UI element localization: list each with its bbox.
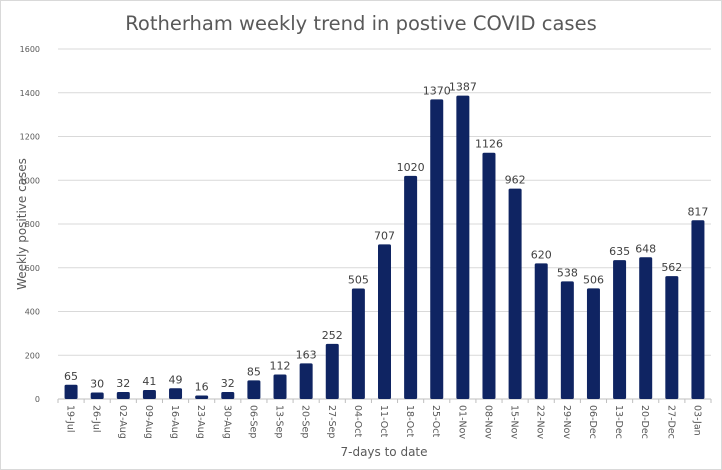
- data-label: 32: [221, 377, 235, 390]
- data-label: 648: [635, 242, 656, 255]
- bar: [195, 395, 209, 399]
- bar: [273, 374, 287, 399]
- data-label: 620: [531, 248, 552, 261]
- x-tick-label: 04-Oct: [352, 405, 363, 437]
- bar: [639, 257, 653, 399]
- x-tick-label: 27-Sep: [326, 405, 337, 438]
- bar: [299, 363, 313, 399]
- x-axis-ticks: 19-Jul 26-Jul 02-Aug 09-Aug 16-Aug 23-Aug 30-A…: [65, 405, 703, 439]
- x-tick-label: 30-Aug: [221, 405, 232, 439]
- y-axis-ticks: 0 200 400 600 800 1000 1200 1400 1600: [20, 45, 40, 404]
- data-label: 538: [557, 266, 578, 279]
- y-axis-title: Weekly positive cases: [15, 158, 29, 290]
- data-label: 41: [142, 375, 156, 388]
- y-tick-label: 1000: [20, 176, 40, 185]
- bar: [534, 263, 548, 399]
- x-tick-label: 25-Oct: [430, 405, 441, 437]
- data-label: 562: [661, 261, 682, 274]
- x-tick-label: 08-Nov: [482, 405, 493, 439]
- x-tick-label: 22-Nov: [535, 405, 546, 439]
- bar: [169, 388, 183, 399]
- bar: [142, 390, 156, 399]
- x-tick-label: 03-Jan: [691, 405, 702, 436]
- x-axis: [57, 398, 712, 403]
- bar: [325, 343, 339, 399]
- gridlines: [58, 48, 711, 356]
- x-tick-label: 11-Oct: [378, 405, 389, 437]
- data-label: 49: [169, 373, 183, 386]
- data-label: 1370: [423, 84, 451, 97]
- y-tick-label: 600: [25, 264, 40, 273]
- data-label: 635: [609, 245, 630, 258]
- x-tick-label: 15-Nov: [509, 405, 520, 439]
- x-tick-label: 13-Dec: [613, 405, 624, 439]
- bars: [64, 95, 705, 399]
- x-tick-label: 20-Sep: [300, 405, 311, 438]
- x-tick-label: 27-Dec: [665, 405, 676, 439]
- x-tick-label: 01-Nov: [456, 405, 467, 439]
- bar: [221, 392, 235, 399]
- data-label: 30: [90, 377, 104, 390]
- bar: [508, 188, 522, 399]
- y-tick-label: 1600: [20, 45, 40, 54]
- bar: [482, 152, 496, 399]
- y-tick-label: 1200: [20, 133, 40, 142]
- bar: [90, 392, 104, 399]
- y-tick-label: 200: [25, 351, 40, 360]
- bar: [456, 95, 470, 399]
- x-tick-label: 29-Nov: [561, 405, 572, 439]
- x-tick-label: 16-Aug: [169, 405, 180, 439]
- bar: [378, 244, 391, 399]
- data-label: 1387: [449, 81, 477, 94]
- data-label: 506: [583, 273, 604, 286]
- x-tick-label: 06-Dec: [587, 405, 598, 439]
- bar: [404, 175, 418, 399]
- x-tick-label: 09-Aug: [143, 405, 154, 439]
- data-label: 85: [247, 365, 261, 378]
- data-label: 163: [296, 348, 317, 361]
- bar: [116, 392, 130, 399]
- bar: [247, 380, 261, 399]
- data-label: 252: [322, 329, 343, 342]
- data-label: 112: [270, 360, 291, 373]
- y-tick-label: 0: [35, 395, 40, 404]
- data-label: 1126: [475, 138, 503, 151]
- data-label: 32: [116, 377, 130, 390]
- x-tick-label: 13-Sep: [274, 405, 285, 438]
- x-tick-label: 02-Aug: [117, 405, 128, 439]
- bar: [586, 288, 600, 399]
- y-tick-label: 1400: [20, 89, 40, 98]
- bar: [691, 220, 705, 399]
- x-tick-label: 26-Jul: [91, 405, 102, 433]
- y-tick-label: 400: [25, 308, 40, 317]
- bar: [430, 99, 444, 399]
- data-label: 505: [348, 274, 369, 287]
- data-label: 707: [374, 229, 395, 242]
- x-tick-label: 19-Jul: [65, 405, 76, 433]
- data-label: 65: [64, 370, 78, 383]
- x-axis-title: 7-days to date: [340, 445, 427, 459]
- data-label: 962: [505, 174, 526, 187]
- x-tick-label: 20-Dec: [639, 405, 650, 439]
- bar: [613, 260, 627, 399]
- data-label: 817: [687, 205, 708, 218]
- x-tick-label: 18-Oct: [404, 405, 415, 437]
- chart-title: Rotherham weekly trend in postive COVID …: [125, 12, 597, 35]
- bar: [560, 281, 574, 399]
- y-tick-label: 800: [25, 220, 40, 229]
- bar: [665, 276, 679, 399]
- bar: [64, 384, 78, 399]
- bar: [351, 288, 365, 399]
- data-label: 16: [195, 381, 209, 394]
- x-tick-label: 06-Sep: [247, 405, 258, 438]
- data-label: 1020: [397, 161, 425, 174]
- x-tick-label: 23-Aug: [195, 405, 206, 439]
